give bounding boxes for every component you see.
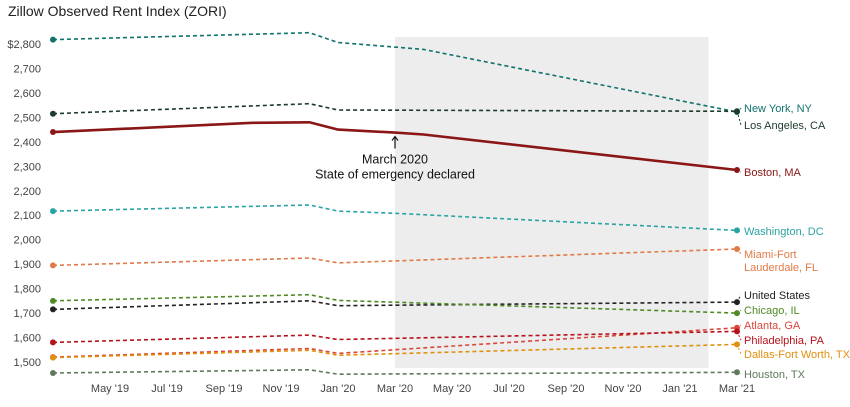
y-tick-label: 2,700 (13, 63, 41, 75)
x-tick-label: Mar '21 (719, 383, 755, 395)
series-start-point-los-angeles-ca (50, 110, 56, 117)
series-line-chicago-il (52, 293, 738, 314)
series-leader-washington-dc (736, 229, 742, 232)
y-tick-label: 1,900 (13, 259, 41, 271)
y-tick-label: 2,400 (13, 137, 41, 149)
series-label-dallas-fort-worth-tx: Dallas-Fort Worth, TX (744, 349, 850, 361)
series-leader-dallas-fort-worth-tx (736, 344, 742, 355)
series-line-houston-tx (52, 368, 738, 376)
series-start-point-miami-fort-lauderdale-fl (50, 262, 56, 269)
series-line-boston-ma (52, 120, 738, 172)
y-tick-label: 2,100 (13, 210, 41, 222)
series-label-houston-tx: Houston, TX (744, 369, 806, 381)
x-tick-label: Jan '21 (662, 383, 697, 395)
x-tick-label: Mar '20 (377, 383, 413, 395)
series-line-miami-fort-lauderdale-fl (52, 248, 738, 267)
series-line-atlanta-ga (52, 327, 738, 358)
series-leader-atlanta-ga (736, 324, 742, 329)
x-tick-label: May '19 (91, 383, 129, 395)
series-start-point-philadelphia-pa (50, 339, 56, 346)
series-start-point-boston-ma (50, 129, 56, 136)
series-leader-miami-fort-lauderdale-fl (736, 248, 742, 255)
series-label-chicago-il: Chicago, IL (744, 305, 800, 317)
y-tick-label: 2,300 (13, 161, 41, 173)
series-start-point-united-states (50, 306, 56, 313)
chart-title: Zillow Observed Rent Index (ZORI) (8, 3, 227, 19)
shaded-period (395, 37, 709, 368)
series-label-miami-fort-lauderdale-fl: Lauderdale, FL (744, 262, 818, 274)
series-label-los-angeles-ca: Los Angeles, CA (744, 120, 826, 132)
series-label-washington-dc: Washington, DC (744, 226, 824, 238)
y-tick-label: 2,500 (13, 112, 41, 124)
annotation-arrow (391, 135, 399, 149)
series-label-united-states: United States (744, 290, 811, 302)
annotation-text: March 2020 (362, 153, 428, 167)
y-tick-label: 2,000 (13, 235, 41, 247)
series-label-miami-fort-lauderdale-fl: Miami-Fort (744, 249, 797, 261)
series-label-new-york-ny: New York, NY (744, 103, 813, 115)
series-leader-chicago-il (736, 309, 742, 314)
series-leader-philadelphia-pa (736, 331, 742, 341)
series-label-philadelphia-pa: Philadelphia, PA (744, 335, 825, 347)
x-tick-label: Jan '20 (320, 383, 355, 395)
x-tick-label: Jul '20 (493, 383, 524, 395)
series-line-philadelphia-pa (52, 330, 738, 344)
x-tick-label: Nov '19 (263, 383, 300, 395)
series-line-washington-dc (52, 204, 738, 232)
series-start-point-chicago-il (50, 297, 56, 304)
y-tick-label: $2,800 (7, 39, 41, 51)
x-tick-label: Nov '20 (605, 383, 642, 395)
x-tick-label: Sep '20 (548, 383, 585, 395)
series-start-point-dallas-fort-worth-tx (50, 354, 56, 361)
series-start-point-washington-dc (50, 208, 56, 215)
series-start-point-new-york-ny (50, 36, 56, 43)
series-line-los-angeles-ca (52, 102, 738, 115)
y-tick-label: 2,200 (13, 186, 41, 198)
y-tick-label: 1,700 (13, 308, 41, 320)
series-line-dallas-fort-worth-tx (52, 343, 738, 359)
series-label-atlanta-ga: Atlanta, GA (744, 320, 801, 332)
x-tick-label: May '20 (433, 383, 471, 395)
y-tick-label: 2,600 (13, 88, 41, 100)
series-label-boston-ma: Boston, MA (744, 167, 802, 179)
y-tick-label: 1,600 (13, 333, 41, 345)
y-tick-label: 1,500 (13, 357, 41, 369)
x-tick-label: Sep '19 (206, 383, 243, 395)
series-leader-houston-tx (736, 371, 742, 375)
series-leader-boston-ma (736, 169, 742, 173)
series-leader-united-states (736, 294, 742, 303)
series-line-new-york-ny (52, 31, 738, 113)
annotation-text: State of emergency declared (315, 168, 475, 182)
y-tick-label: 1,800 (13, 284, 41, 296)
x-tick-label: Jul '19 (151, 383, 182, 395)
series-start-point-houston-tx (50, 370, 56, 377)
series-line-united-states (52, 299, 738, 311)
